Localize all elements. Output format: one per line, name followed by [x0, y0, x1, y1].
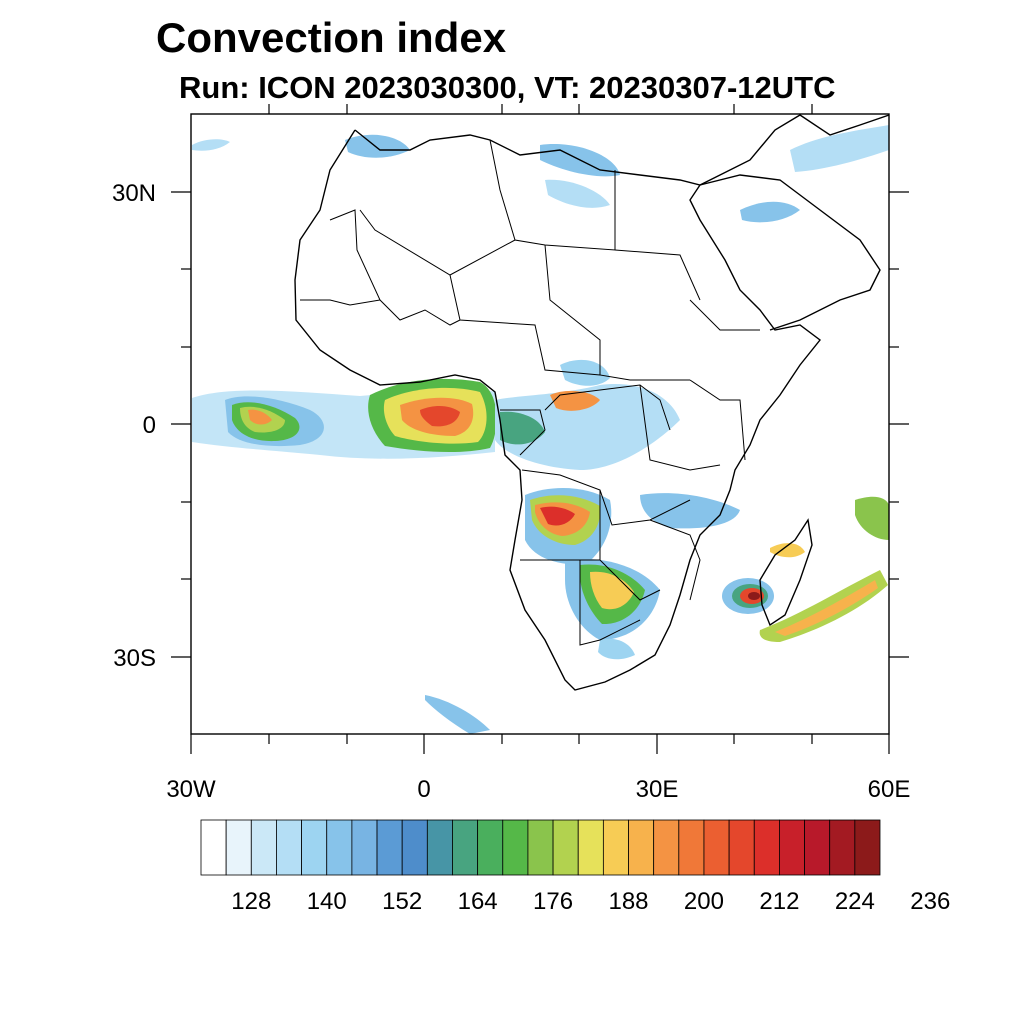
colorbar-tick-label: 164	[457, 888, 498, 915]
lat-label-30s: 30S	[113, 645, 156, 672]
convection-southern-africa	[565, 558, 660, 660]
colorbar-tick-label: 224	[834, 888, 875, 915]
colorbar-swatch	[804, 819, 831, 876]
colorbar-swatch	[426, 819, 453, 876]
colorbar-swatch	[225, 819, 252, 876]
colorbar	[200, 819, 881, 876]
colorbar-tick-label: 236	[910, 888, 951, 915]
colorbar-swatch	[653, 819, 680, 876]
colorbar-swatch	[628, 819, 655, 876]
colorbar-swatch	[678, 819, 705, 876]
colorbar-swatch	[200, 819, 227, 876]
lon-label-60e: 60E	[867, 776, 911, 803]
convection-east-of-madagascar	[759, 496, 889, 642]
colorbar-swatch	[276, 819, 302, 876]
convection-gulf-of-guinea	[368, 378, 497, 453]
convection-congo-basin	[495, 359, 680, 470]
colorbar-tick-label: 200	[683, 888, 724, 915]
colorbar-tick-label: 152	[382, 888, 423, 915]
lon-label-0: 0	[417, 776, 431, 803]
convection-angola-zambia	[525, 488, 740, 565]
colorbar-swatch	[301, 819, 328, 876]
colorbar-swatch	[779, 819, 805, 876]
colorbar-tick-label: 212	[759, 888, 800, 915]
lon-label-30e: 30E	[635, 776, 679, 803]
colorbar-swatch	[602, 819, 629, 876]
colorbar-swatch	[401, 819, 428, 876]
colorbar-swatch	[703, 819, 730, 876]
lon-label-30w: 30W	[166, 776, 216, 803]
colorbar-swatch	[376, 819, 403, 876]
colorbar-swatch	[477, 819, 504, 876]
colorbar-swatch	[829, 819, 856, 876]
colorbar-swatch	[552, 819, 579, 876]
lat-label-30n: 30N	[111, 180, 156, 207]
colorbar-swatch	[326, 819, 353, 876]
country-borders	[300, 139, 760, 646]
colorbar-tick-label: 176	[533, 888, 574, 915]
map-subtitle: Run: ICON 2023030300, VT: 20230307-12UTC	[179, 70, 836, 105]
colorbar-swatch	[728, 819, 755, 876]
colorbar-swatch	[250, 819, 277, 876]
axis-ticks	[171, 104, 909, 754]
colorbar-tick-label: 188	[608, 888, 649, 915]
coastlines	[294, 114, 889, 691]
lat-label-0: 0	[142, 412, 156, 439]
colorbar-swatch	[577, 819, 604, 876]
colorbar-swatch	[854, 819, 881, 876]
convection-mozambique-channel-cyclone	[722, 578, 774, 614]
colorbar-swatch	[502, 819, 529, 876]
colorbar-tick-label: 140	[306, 888, 347, 915]
convection-fields	[192, 114, 889, 734]
map-title: Convection index	[156, 14, 507, 61]
colorbar-tick-label: 128	[231, 888, 272, 915]
colorbar-swatch	[452, 819, 479, 876]
colorbar-swatch	[753, 819, 780, 876]
colorbar-swatch	[351, 819, 378, 876]
colorbar-swatch	[527, 819, 554, 876]
